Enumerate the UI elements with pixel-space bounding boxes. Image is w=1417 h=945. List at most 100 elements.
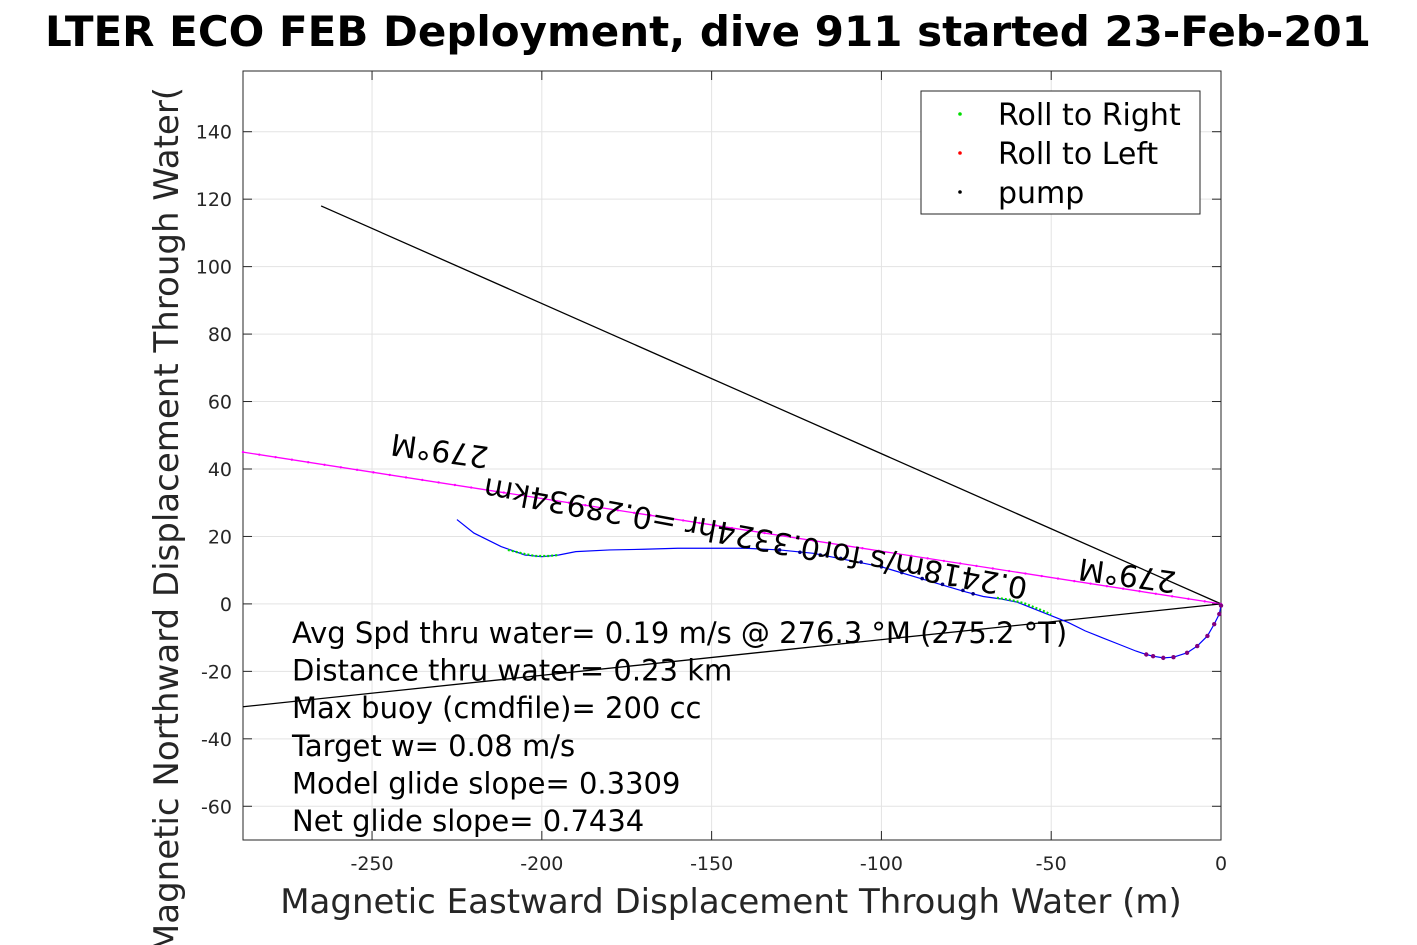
y-tick-label: 60	[208, 392, 232, 414]
y-tick-label: 0	[220, 594, 232, 616]
magenta-dot	[975, 564, 978, 568]
magenta-dot	[763, 531, 766, 535]
x-tick-label: -250	[350, 853, 393, 875]
stat-line: Net glide slope= 0.7434	[292, 804, 644, 838]
magenta-dot	[470, 486, 473, 489]
loop-point	[1212, 621, 1217, 627]
magenta-dot	[421, 478, 424, 482]
magenta-dot	[649, 514, 652, 517]
magenta-dot	[747, 529, 750, 532]
axis-ticks: -250 -200 -150 -100 -50 0-60-40-2002040608010…	[196, 71, 1227, 875]
magenta-dot	[616, 509, 620, 512]
legend-marker	[958, 190, 962, 194]
y-tick-label: 80	[208, 324, 232, 346]
magenta-dot	[698, 521, 701, 525]
loop-point	[1195, 643, 1200, 649]
magenta-dot	[323, 463, 326, 466]
heading-line	[320, 205, 1222, 605]
loop-point	[1217, 611, 1222, 617]
heading-annotation: 279°M	[1076, 550, 1178, 598]
legend-box	[920, 90, 1201, 215]
legend-entry: Roll to Left	[998, 137, 1158, 172]
magenta-dot	[1040, 574, 1043, 578]
magenta-dot	[551, 498, 554, 502]
loop-point	[1171, 654, 1176, 660]
roll-right-segment	[996, 596, 1052, 616]
magenta-dot	[1056, 577, 1060, 580]
navy-point	[838, 556, 843, 561]
magenta-dot	[1024, 572, 1027, 575]
navy-point	[859, 560, 863, 564]
magenta-dot	[877, 549, 880, 552]
magenta-dot	[404, 476, 408, 479]
y-tick-label: -60	[201, 796, 232, 818]
magenta-dot	[1154, 592, 1158, 595]
y-tick-label: 120	[196, 189, 232, 211]
navy-point	[798, 550, 802, 555]
loop-point	[1205, 633, 1210, 639]
y-axis-label: Magnetic Northward Displacement Through …	[147, 87, 187, 945]
magenta-dot	[779, 534, 783, 537]
legend-entry: Roll to Right	[998, 98, 1181, 133]
navy-point	[961, 588, 965, 593]
legend-marker	[958, 112, 962, 116]
y-tick-label: -40	[201, 729, 232, 751]
magenta-dot	[1089, 582, 1092, 585]
magenta-dot	[812, 539, 815, 542]
magenta-dot	[926, 557, 929, 560]
magenta-dot	[861, 547, 864, 550]
y-tick-label: 40	[208, 459, 232, 481]
magenta-dot	[339, 466, 342, 469]
legend-entry: pump	[998, 176, 1084, 211]
stats-block: Avg Spd thru water= 0.19 m/s @ 276.3 °M …	[291, 616, 1067, 838]
stat-line: Model glide slope= 0.3309	[292, 766, 680, 800]
y-tick-label: 140	[196, 122, 232, 144]
y-tick-label: 20	[208, 526, 232, 548]
magenta-dot	[942, 559, 946, 563]
navy-point	[971, 591, 975, 596]
magenta-dot	[584, 504, 587, 507]
navy-point	[818, 553, 823, 557]
magenta-dot	[730, 526, 734, 530]
stat-line: Distance thru water= 0.23 km	[292, 654, 732, 688]
x-axis-label: Magnetic Eastward Displacement Through W…	[280, 882, 1182, 922]
magenta-dot	[1105, 584, 1109, 588]
magenta-dot	[518, 493, 522, 497]
magenta-dot	[1007, 569, 1011, 573]
magenta-dot	[486, 488, 489, 492]
navy-point	[940, 582, 945, 587]
heading-line	[242, 603, 1222, 708]
stat-line: Max buoy (cmdfile)= 200 cc	[292, 691, 701, 725]
magenta-dot	[796, 536, 799, 540]
loop-point	[1218, 603, 1224, 608]
loop-point	[1161, 655, 1166, 661]
x-tick-label: -200	[520, 853, 563, 875]
magenta-dot	[633, 511, 636, 515]
magenta-dot	[453, 483, 457, 487]
magenta-dot	[241, 450, 245, 454]
magenta-dot	[437, 481, 440, 484]
magenta-dot	[681, 519, 685, 522]
magenta-dot	[388, 473, 391, 477]
magenta-dot	[910, 554, 913, 558]
magenta-dot	[567, 501, 571, 504]
navy-point	[879, 565, 884, 569]
y-tick-label: 100	[196, 257, 232, 279]
magenta-dot	[1170, 595, 1174, 598]
heading-annotation: 0.2418m/s for0.3324hr =0.28934km	[481, 470, 1031, 605]
magenta-dot	[535, 496, 538, 499]
magenta-dot	[1138, 590, 1141, 593]
magenta-dot	[274, 455, 277, 459]
x-tick-label: -100	[860, 853, 903, 875]
x-tick-label: 0	[1215, 853, 1227, 875]
legend: Roll to Right Roll to Left pump	[920, 90, 1201, 215]
navy-point	[920, 576, 924, 581]
magenta-dot	[893, 552, 897, 555]
stat-line: Avg Spd thru water= 0.19 m/s @ 276.3 °M …	[292, 616, 1067, 650]
x-tick-label: -150	[690, 853, 733, 875]
legend-marker	[958, 151, 962, 155]
magenta-dot	[1073, 579, 1076, 583]
heading-annotation: 279°M	[389, 426, 491, 474]
